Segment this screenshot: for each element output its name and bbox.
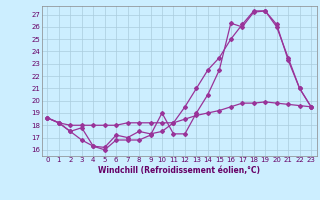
- X-axis label: Windchill (Refroidissement éolien,°C): Windchill (Refroidissement éolien,°C): [98, 166, 260, 175]
